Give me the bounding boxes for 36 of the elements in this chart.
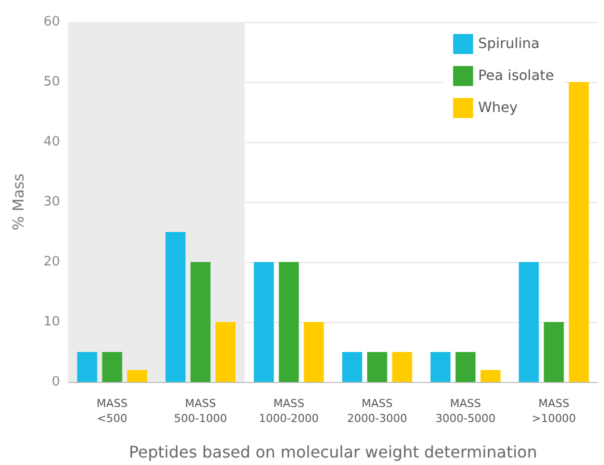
bar <box>254 262 274 382</box>
bar <box>367 352 388 382</box>
bar <box>216 322 236 382</box>
x-axis-title: Peptides based on molecular weight determination <box>128 442 538 462</box>
y-tick-label: 40 <box>43 134 60 150</box>
y-tick-label: 10 <box>43 314 60 330</box>
x-tick-label: MASS 3000-5000 <box>436 397 496 425</box>
bar <box>304 322 324 382</box>
y-axis-title: % Mass <box>10 173 28 230</box>
bar <box>456 352 476 382</box>
bar <box>127 370 148 382</box>
y-tick-label: 60 <box>43 14 60 30</box>
bar <box>166 232 186 382</box>
bar <box>568 82 589 382</box>
legend-label: Spirulina <box>478 36 540 52</box>
bar <box>518 262 539 382</box>
x-tick-label: MASS 500-1000 <box>174 397 227 425</box>
x-tick-label: MASS 1000-2000 <box>258 397 319 425</box>
x-tick-label: MASS 2000-3000 <box>347 397 408 425</box>
bar <box>480 370 500 382</box>
bar <box>190 262 210 382</box>
bar <box>392 352 412 382</box>
y-tick-label: 0 <box>52 374 60 390</box>
bar <box>278 262 299 382</box>
y-tick-label: 20 <box>43 254 60 270</box>
bar <box>544 322 564 382</box>
y-tick-label: 50 <box>43 74 60 90</box>
y-tick-label: 30 <box>43 194 60 210</box>
bar <box>342 352 362 382</box>
x-tick-label: MASS <500 <box>96 397 128 425</box>
x-tick-label: MASS >10000 <box>532 397 576 425</box>
legend-label: Whey <box>478 100 518 116</box>
bar <box>102 352 122 382</box>
legend-label: Pea isolate <box>478 68 554 84</box>
bar <box>77 352 98 382</box>
bar <box>430 352 450 382</box>
